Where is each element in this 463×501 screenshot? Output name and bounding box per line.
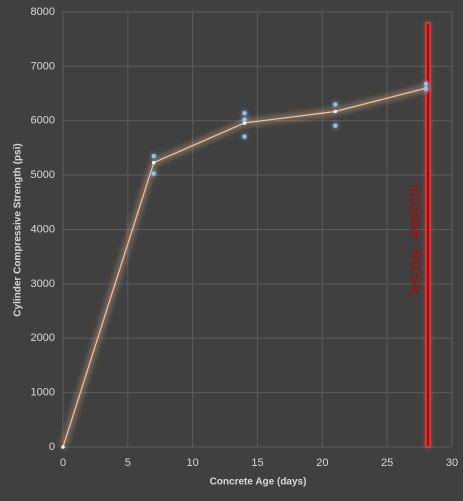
scatter-point (151, 153, 156, 159)
x-axis-title: Concrete Age (days) (210, 477, 307, 488)
x-tick-label: 10 (187, 457, 199, 469)
y-tick-label: 4000 (31, 223, 55, 235)
x-tick-label: 15 (251, 457, 263, 469)
y-axis-title: Cylinder Compressive Strength (psi) (13, 143, 24, 316)
x-tick-label: 20 (316, 457, 328, 469)
y-tick-label: 7000 (31, 60, 55, 72)
annotation-label: Test Day - 4/28/2016 (408, 184, 422, 295)
y-tick-label: 2000 (31, 332, 55, 344)
x-tick-label: 0 (60, 457, 66, 469)
y-tick-label: 0 (49, 441, 55, 453)
scatter-point (151, 171, 156, 176)
line-point (151, 160, 156, 165)
scatter-point (423, 87, 429, 92)
line-point (61, 445, 65, 449)
scatter-point (423, 81, 429, 86)
scatter-point (333, 102, 338, 107)
scatter-point (333, 123, 338, 128)
line-point (333, 109, 338, 114)
x-tick-label: 25 (381, 457, 393, 469)
y-tick-label: 3000 (31, 278, 55, 290)
line-point (242, 121, 247, 125)
y-tick-label: 8000 (31, 6, 55, 18)
y-tick-label: 6000 (31, 115, 55, 127)
annotation-line (425, 22, 431, 448)
x-tick-label: 5 (125, 457, 131, 469)
y-tick-label: 1000 (31, 387, 55, 399)
scatter-point (242, 134, 247, 139)
scatter-point (242, 110, 247, 116)
x-tick-label: 30 (446, 457, 458, 469)
y-tick-label: 5000 (31, 169, 55, 181)
scatter-point (242, 117, 247, 122)
